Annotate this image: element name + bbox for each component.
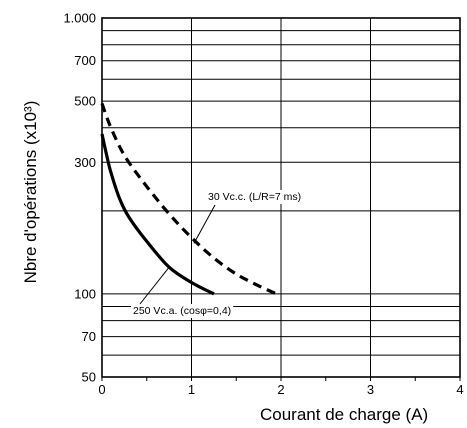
annotation-background xyxy=(206,190,304,204)
x-tick-label: 0 xyxy=(98,382,105,397)
y-tick-label: 50 xyxy=(82,370,96,385)
annotation-leader xyxy=(139,266,170,305)
series-layer xyxy=(100,102,278,296)
y-tick-label: 700 xyxy=(74,53,96,68)
series-annotation-250vca: 250 Vc.a. (cosφ=0,4) xyxy=(133,305,231,317)
x-tick-label: 4 xyxy=(456,382,463,397)
x-axis-title: Courant de charge (A) xyxy=(260,405,428,424)
annotation-layer: 30 Vc.c. (L/R=7 ms) 250 Vc.a. (cosφ=0,4) xyxy=(131,190,304,318)
y-tick-label: 70 xyxy=(82,329,96,344)
x-tick-label: 3 xyxy=(367,382,374,397)
annotation-background xyxy=(131,304,234,318)
y-axis-title: Nbre d'opérations (x10³) xyxy=(21,101,40,284)
y-tick-label: 500 xyxy=(74,94,96,109)
annotation-leader xyxy=(193,204,216,244)
x-tick-label: 2 xyxy=(277,382,284,397)
y-tick-label: 1.000 xyxy=(63,11,96,26)
series-annotation-30vcc: 30 Vc.c. (L/R=7 ms) xyxy=(208,191,301,203)
series-line-0 xyxy=(100,102,278,296)
x-tick-label: 1 xyxy=(188,382,195,397)
y-tick-label: 300 xyxy=(74,155,96,170)
y-tick-label: 100 xyxy=(74,286,96,301)
tick-labels: 0 1 2 3 4 50 70 100 300 500 700 1.000 xyxy=(63,11,463,398)
series-line-1 xyxy=(100,133,215,296)
